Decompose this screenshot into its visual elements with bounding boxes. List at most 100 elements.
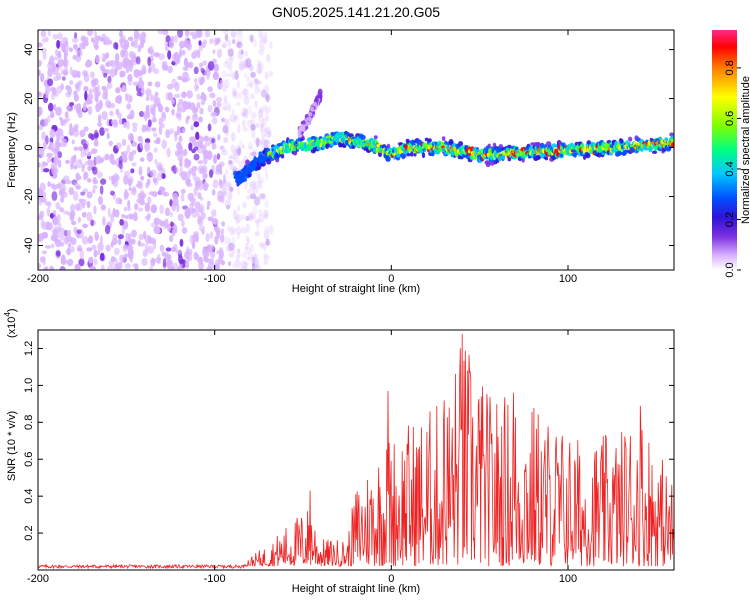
spectrogram-cell: [196, 49, 201, 59]
spectrogram-cell: [72, 37, 79, 44]
spectrogram-cell: [93, 249, 98, 258]
snr-x-tick-label: -100: [204, 573, 226, 585]
spectrogram-cell: [105, 99, 112, 108]
spectrogram-cell: [131, 162, 137, 167]
spectrogram-cell: [199, 107, 204, 115]
spectrogram-cell: [263, 128, 269, 133]
spectrogram-cell: [258, 48, 264, 56]
snr-y-tick-label: 0.8: [23, 415, 35, 430]
spectrogram-cell: [109, 68, 116, 78]
spectrogram-cell: [228, 186, 235, 193]
spectrogram-cell: [52, 33, 59, 40]
spectrogram-cell: [226, 73, 233, 78]
snr-y-ticks: 0.2 0.4 0.6 0.8 1.0 1.2: [23, 341, 674, 541]
spectrogram-cell: [301, 125, 306, 132]
spectrogram-cell: [154, 158, 158, 165]
spectrogram-cell: [67, 85, 72, 96]
spectrogram-cell: [150, 222, 155, 228]
spectrogram-cell: [222, 178, 226, 186]
spectrogram-cell: [151, 127, 157, 132]
spectrogram-cell: [249, 93, 255, 100]
spectrogram-cell: [255, 80, 262, 85]
snr-panel: -200 -100 0 100 0.2 0.4 0.6 0.8 1.0 1.2 Height o…: [3, 308, 675, 595]
spectrogram-cell: [50, 183, 56, 189]
spectrogram-cell: [111, 119, 117, 126]
spectrogram-cell: [639, 146, 644, 152]
spectrogram-cell: [167, 65, 173, 74]
spectrogram-cell: [266, 53, 271, 63]
spectrogram-cell: [264, 212, 268, 220]
spectrogram-cell: [237, 248, 241, 259]
spectrogram-cell: [103, 128, 110, 133]
spectrogram-cell: [76, 49, 83, 57]
spectrogram-cell: [40, 219, 46, 229]
spectrogram-cell: [263, 230, 270, 240]
spectrogram-cell: [118, 118, 123, 125]
spectrogram-cell: [236, 217, 240, 225]
spectrogram-cell: [135, 32, 141, 38]
spectrogram-cell: [222, 30, 228, 34]
spectrogram-cell: [225, 78, 230, 89]
spectrogram-cell: [59, 266, 66, 270]
spectrogram-cell: [240, 226, 248, 234]
spectrogram-cell: [44, 265, 49, 270]
snr-y-scale-base: (x10: [6, 317, 18, 338]
spectrogram-cell: [54, 91, 59, 97]
spectrogram-cell: [227, 48, 234, 57]
spectrogram-cell: [227, 104, 232, 112]
spectrogram-cell: [79, 250, 85, 260]
spectrogram-cell: [256, 80, 262, 85]
spectrogram-cell: [238, 60, 246, 70]
spectrogram-cell: [120, 87, 127, 93]
spectrogram-cell: [244, 108, 249, 119]
spectrogram-cell: [193, 146, 199, 151]
spectrogram-cell: [340, 138, 346, 143]
spectrogram-cell: [86, 191, 93, 199]
spectrogram-cell: [246, 256, 252, 262]
spectrogram-cell: [57, 58, 65, 67]
spectrogram-cell: [248, 211, 254, 222]
spectrogram-cell: [228, 237, 232, 248]
snr-y-scale-close: ): [6, 308, 18, 312]
spectrogram-cell: [224, 127, 230, 137]
spectrogram-cell: [240, 214, 246, 220]
spectrogram-cell: [146, 178, 151, 186]
spectrogram-cell: [217, 134, 221, 141]
spectrogram-cell: [206, 248, 213, 254]
spectrogram-cell: [100, 252, 105, 262]
spectrogram-cell: [261, 35, 268, 44]
spectrogram-cell: [228, 57, 234, 65]
spectrogram-cell: [204, 30, 211, 38]
spectrogram-cell: [224, 168, 229, 176]
spectrogram-cell: [228, 54, 235, 61]
spectrogram-cell: [219, 169, 223, 175]
spectrogram-cell: [133, 211, 138, 218]
spectrogram-cell: [137, 207, 144, 212]
spectrogram-cell: [76, 175, 82, 181]
spectrogram-cell: [228, 252, 234, 258]
spectrogram-cell: [154, 81, 161, 88]
spectrogram-cell: [78, 258, 85, 267]
spectrogram-cell: [117, 261, 123, 270]
spectrogram-cell: [59, 196, 65, 203]
spectrogram-cell: [219, 233, 225, 243]
spectrogram-cell: [99, 234, 104, 245]
spectrogram-cell: [176, 125, 181, 136]
spectrogram-y-tick-label: 40: [23, 43, 35, 55]
spectrogram-cell: [197, 160, 204, 165]
spectrogram-cell: [222, 187, 226, 198]
spectrogram-cell: [50, 236, 55, 241]
spectrogram-cell: [86, 211, 93, 222]
spectrogram-cell: [260, 124, 266, 135]
spectrogram-cell: [54, 183, 62, 189]
spectrogram-cell: [244, 180, 248, 190]
spectrogram-cell: [212, 217, 219, 226]
spectrogram-cell: [90, 219, 94, 227]
spectrogram-cell: [81, 163, 86, 169]
spectrogram-cell: [208, 169, 214, 178]
spectrogram-cell: [237, 186, 241, 196]
spectrogram-cell: [158, 186, 164, 196]
spectrogram-cell: [66, 229, 72, 237]
spectrogram-cell: [190, 124, 194, 131]
spectrogram-cell: [165, 35, 171, 43]
